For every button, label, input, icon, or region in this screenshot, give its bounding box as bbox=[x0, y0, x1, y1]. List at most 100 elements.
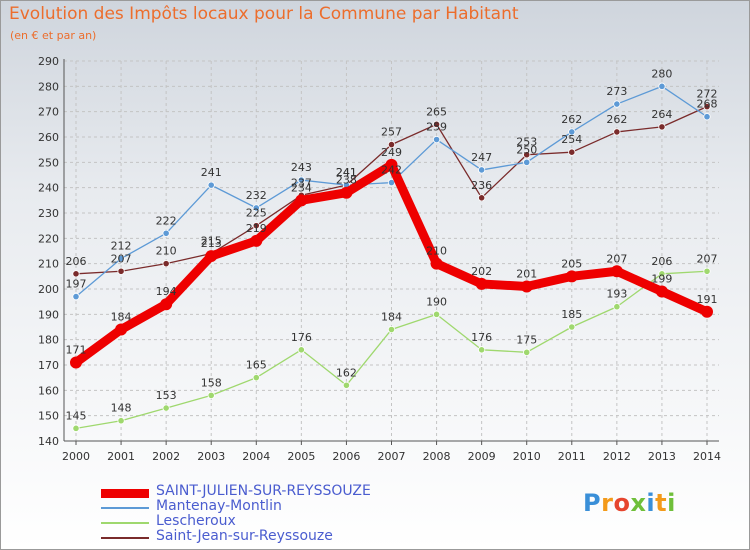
data-label: 264 bbox=[651, 108, 672, 121]
y-tick-label: 210 bbox=[38, 258, 59, 271]
data-label: 241 bbox=[201, 166, 222, 179]
data-point bbox=[565, 270, 578, 283]
data-point bbox=[252, 204, 260, 212]
x-tick-label: 2004 bbox=[242, 450, 270, 463]
x-tick-label: 2008 bbox=[423, 450, 451, 463]
data-label: 199 bbox=[651, 273, 672, 286]
data-point bbox=[115, 323, 128, 336]
legend-label: Saint-Jean-sur-Reyssouze bbox=[156, 528, 333, 544]
data-point bbox=[297, 346, 305, 354]
data-point bbox=[432, 310, 441, 318]
data-label: 206 bbox=[651, 255, 672, 268]
y-tick-label: 280 bbox=[38, 80, 59, 93]
y-tick-label: 140 bbox=[38, 435, 59, 448]
data-label: 165 bbox=[246, 359, 267, 372]
legend-swatch bbox=[101, 537, 149, 539]
data-label: 241 bbox=[336, 166, 357, 179]
data-label: 205 bbox=[561, 257, 582, 270]
logo-letter: o bbox=[613, 489, 631, 517]
data-point bbox=[205, 250, 218, 263]
legend-swatch bbox=[101, 488, 149, 498]
data-point bbox=[430, 257, 443, 270]
data-label: 280 bbox=[651, 67, 672, 80]
data-point bbox=[701, 305, 713, 318]
data-point bbox=[250, 234, 263, 247]
data-label: 206 bbox=[66, 255, 87, 268]
x-tick-label: 2007 bbox=[378, 450, 406, 463]
data-label: 262 bbox=[606, 113, 627, 126]
data-label: 241 bbox=[336, 166, 357, 179]
data-point bbox=[478, 346, 486, 354]
data-point bbox=[117, 255, 125, 263]
data-label: 237 bbox=[291, 176, 312, 189]
legend-label: Lescheroux bbox=[156, 513, 236, 529]
x-tick-label: 2009 bbox=[468, 450, 496, 463]
data-point bbox=[568, 323, 576, 331]
data-label: 268 bbox=[697, 98, 718, 111]
data-point bbox=[387, 141, 396, 149]
data-label: 171 bbox=[66, 343, 87, 356]
data-point bbox=[703, 113, 711, 121]
data-label: 175 bbox=[516, 333, 537, 346]
y-tick-label: 200 bbox=[38, 283, 59, 296]
data-point bbox=[297, 176, 305, 184]
data-label: 184 bbox=[111, 311, 132, 324]
data-point bbox=[207, 391, 215, 399]
data-label: 259 bbox=[426, 121, 447, 134]
data-label: 190 bbox=[426, 295, 447, 308]
data-point bbox=[523, 348, 531, 356]
data-point bbox=[160, 298, 173, 311]
data-label: 194 bbox=[156, 285, 177, 298]
data-point bbox=[387, 325, 396, 334]
legend-label: Mantenay-Montlin bbox=[156, 498, 282, 514]
data-point bbox=[613, 128, 621, 136]
data-point bbox=[523, 158, 531, 166]
data-label: 234 bbox=[291, 181, 312, 194]
y-tick-label: 250 bbox=[38, 156, 59, 169]
data-point bbox=[658, 270, 666, 278]
data-label: 202 bbox=[471, 265, 492, 278]
data-label: 191 bbox=[697, 293, 718, 306]
legend-label: SAINT-JULIEN-SUR-REYSSOUZE bbox=[156, 483, 371, 499]
data-label: 207 bbox=[111, 252, 132, 265]
data-label: 193 bbox=[606, 288, 627, 301]
x-tick-label: 2003 bbox=[197, 450, 225, 463]
data-point bbox=[703, 103, 711, 111]
legend-swatch bbox=[101, 507, 149, 509]
data-point bbox=[432, 135, 441, 144]
data-label: 145 bbox=[66, 409, 87, 422]
data-point bbox=[475, 277, 488, 290]
data-label: 265 bbox=[426, 105, 447, 118]
data-label: 232 bbox=[246, 189, 267, 202]
logo-letter: P bbox=[583, 489, 602, 517]
data-point bbox=[385, 158, 398, 171]
data-label: 243 bbox=[291, 161, 312, 174]
y-tick-label: 160 bbox=[38, 384, 59, 397]
data-label: 153 bbox=[156, 389, 177, 402]
data-label: 215 bbox=[201, 235, 222, 248]
data-label: 162 bbox=[336, 366, 357, 379]
logo-letter: t bbox=[655, 489, 668, 517]
data-label: 249 bbox=[381, 146, 402, 159]
data-point bbox=[478, 166, 486, 174]
data-label: 238 bbox=[336, 174, 357, 187]
data-point bbox=[520, 280, 533, 293]
x-tick-label: 2010 bbox=[513, 450, 541, 463]
data-point bbox=[162, 404, 170, 412]
logo-letter: x bbox=[630, 489, 647, 517]
data-label: 257 bbox=[381, 126, 402, 139]
proxiti-logo: Proxiti bbox=[583, 489, 676, 517]
data-label: 213 bbox=[201, 237, 222, 250]
data-point bbox=[658, 123, 666, 131]
data-point bbox=[162, 260, 170, 268]
data-point bbox=[613, 100, 621, 108]
data-point bbox=[610, 265, 623, 278]
data-point bbox=[568, 128, 576, 136]
data-label: 236 bbox=[471, 179, 492, 192]
chart-title: Evolution des Impôts locaux pour la Comm… bbox=[9, 4, 519, 24]
data-label: 176 bbox=[471, 331, 492, 344]
data-point bbox=[340, 186, 353, 199]
data-point bbox=[252, 222, 260, 230]
chart-subtitle: (en € et par an) bbox=[10, 29, 97, 42]
data-point bbox=[117, 417, 125, 425]
